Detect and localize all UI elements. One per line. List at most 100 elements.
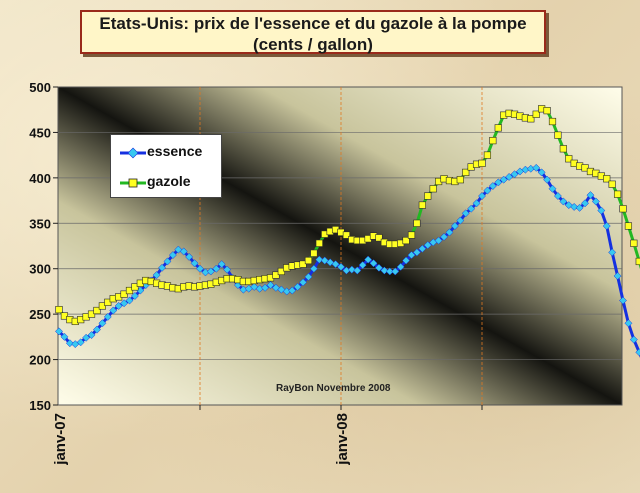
point-gazole: [543, 107, 551, 115]
point-essence: [510, 170, 519, 179]
y-tick-label: 400: [29, 171, 51, 186]
chart-title: Etats-Unis: prix de l'essence et du gazo…: [99, 14, 527, 33]
point-essence: [358, 261, 367, 270]
point-gazole: [429, 185, 437, 193]
point-essence: [223, 265, 232, 274]
point-essence: [586, 191, 595, 200]
point-gazole: [456, 176, 464, 184]
point-essence: [120, 299, 129, 308]
point-gazole: [489, 137, 497, 145]
point-essence: [55, 327, 63, 336]
point-essence: [82, 333, 91, 342]
point-gazole: [402, 236, 410, 245]
point-essence: [309, 264, 318, 273]
point-essence: [93, 325, 101, 334]
point-essence: [581, 199, 589, 208]
point-essence: [353, 266, 362, 275]
point-essence: [478, 192, 486, 200]
credit-annotation: RayBon Novembre 2008: [276, 383, 391, 394]
point-essence: [76, 338, 85, 347]
point-essence: [130, 292, 139, 300]
point-essence: [472, 199, 481, 208]
point-essence: [385, 267, 394, 276]
point-gazole: [87, 310, 96, 318]
point-essence: [548, 184, 557, 193]
point-essence: [320, 256, 329, 265]
point-essence: [114, 302, 123, 310]
point-essence: [347, 265, 356, 274]
point-essence: [396, 262, 405, 271]
point-gazole: [310, 249, 318, 257]
point-essence: [293, 282, 302, 291]
point-essence: [456, 216, 465, 225]
point-essence: [196, 264, 204, 273]
legend-item-gazole: gazole: [119, 173, 215, 193]
series-markers: [55, 105, 640, 357]
point-essence: [423, 241, 432, 250]
point-essence: [60, 332, 69, 341]
point-gazole: [407, 231, 416, 239]
point-essence: [434, 236, 443, 245]
point-essence: [98, 319, 107, 328]
point-gazole: [483, 151, 492, 159]
point-essence: [488, 182, 497, 190]
point-essence: [499, 175, 508, 184]
point-essence: [369, 259, 378, 268]
point-essence: [315, 255, 324, 264]
y-tick-label: 350: [29, 216, 51, 231]
point-essence: [375, 263, 383, 272]
point-essence: [190, 259, 199, 268]
point-gazole: [603, 175, 611, 183]
point-essence: [412, 248, 421, 257]
legend: essence gazole: [110, 134, 222, 198]
point-gazole: [418, 201, 426, 209]
point-gazole: [315, 239, 323, 247]
x-tick-label: janv-07: [52, 413, 69, 466]
point-essence: [537, 168, 546, 177]
point-gazole: [93, 306, 101, 315]
point-essence: [629, 335, 638, 344]
point-essence: [103, 312, 112, 321]
y-tick-label: 200: [29, 353, 51, 368]
point-essence: [299, 278, 307, 287]
point-essence: [87, 331, 96, 339]
point-essence: [65, 339, 74, 348]
point-gazole: [277, 267, 285, 276]
point-gazole: [494, 124, 502, 132]
legend-swatch-gazole: [120, 178, 146, 188]
point-gazole: [548, 117, 557, 126]
point-essence: [380, 266, 389, 275]
point-essence: [597, 206, 606, 215]
point-gazole: [559, 145, 567, 153]
point-gazole: [581, 164, 589, 172]
point-essence: [304, 272, 313, 281]
point-essence: [163, 257, 172, 266]
point-essence: [575, 203, 584, 212]
point-essence: [467, 204, 476, 213]
point-gazole: [478, 159, 486, 167]
legend-label-essence: essence: [147, 143, 203, 159]
y-tick-label: 150: [29, 398, 51, 413]
point-essence: [570, 202, 579, 211]
point-essence: [440, 232, 448, 241]
point-gazole: [98, 302, 106, 310]
point-essence: [505, 172, 514, 181]
point-essence: [391, 267, 400, 276]
point-essence: [532, 163, 541, 172]
point-gazole: [619, 205, 627, 213]
point-essence: [179, 247, 188, 256]
point-essence: [559, 197, 568, 206]
point-gazole: [424, 192, 432, 200]
point-essence: [543, 175, 552, 184]
point-gazole: [613, 190, 622, 198]
point-gazole: [375, 234, 383, 242]
point-gazole: [554, 131, 562, 139]
point-gazole: [624, 222, 633, 230]
point-essence: [174, 245, 183, 254]
point-gazole: [565, 155, 573, 163]
chart-title-box: Etats-Unis: prix de l'essence et du gazo…: [80, 10, 546, 54]
point-essence: [261, 283, 270, 292]
point-gazole: [55, 305, 63, 314]
point-essence: [250, 282, 259, 291]
